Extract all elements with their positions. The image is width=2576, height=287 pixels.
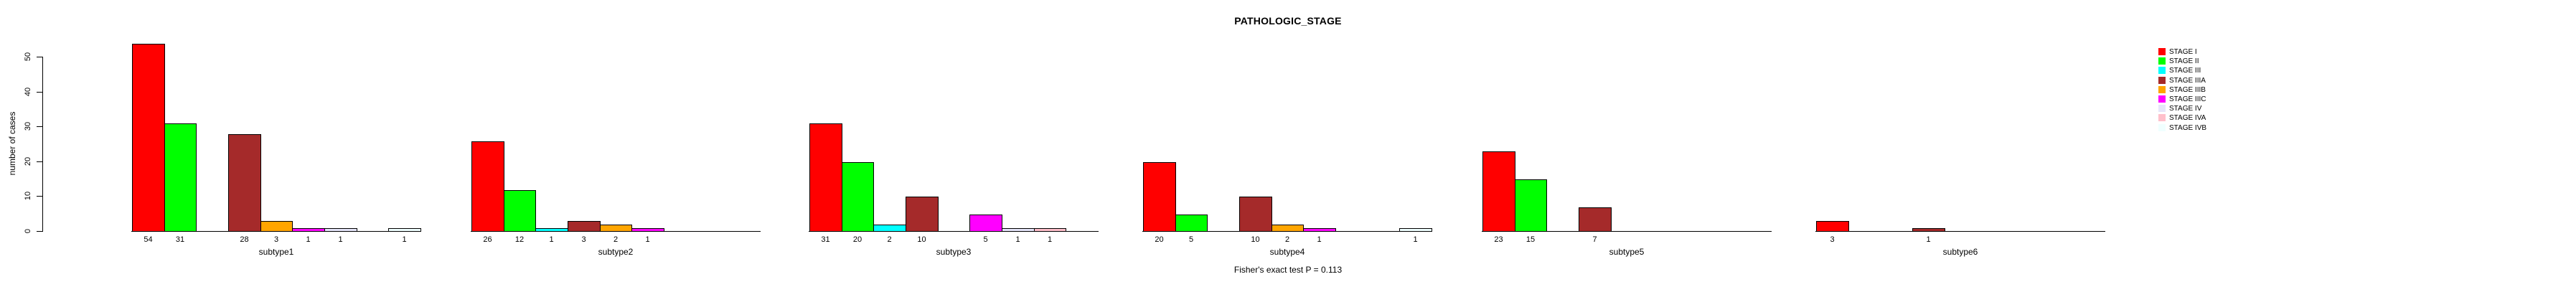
- bar-subtype5-stage-ii: [1515, 179, 1547, 232]
- bar-count-label: 1: [306, 235, 311, 244]
- stage-iva-swatch: [2158, 114, 2166, 121]
- group-label-subtype1: subtype1: [258, 247, 294, 257]
- legend-label: STAGE IIIA: [2169, 77, 2206, 85]
- bar-count-label: 1: [1317, 235, 1322, 244]
- bar-subtype1-stage-iv: [324, 228, 357, 232]
- legend-label: STAGE IVB: [2169, 124, 2207, 132]
- y-axis-line: [42, 57, 43, 232]
- bar-count-label: 1: [1047, 235, 1053, 244]
- legend-label: STAGE II: [2169, 57, 2199, 65]
- bar-subtype5-stage-iiia: [1579, 207, 1612, 232]
- group-label-subtype2: subtype2: [598, 247, 634, 257]
- bar-count-label: 20: [852, 235, 862, 244]
- legend-label: STAGE I: [2169, 48, 2197, 56]
- x-axis-line-subtype3: [809, 231, 1099, 232]
- bar-count-label: 3: [1830, 235, 1835, 244]
- stage-i-swatch: [2158, 48, 2166, 55]
- bar-subtype1-stage-ii: [164, 123, 197, 232]
- bar-count-label: 2: [1284, 235, 1290, 244]
- x-axis-line-subtype5: [1482, 231, 1772, 232]
- bar-count-label: 5: [983, 235, 988, 244]
- bar-subtype3-stage-iva: [1034, 228, 1066, 232]
- stage-ii-swatch: [2158, 57, 2166, 65]
- legend-label: STAGE IVA: [2169, 114, 2206, 122]
- stage-iv-swatch: [2158, 105, 2166, 112]
- group-label-subtype4: subtype4: [1269, 247, 1305, 257]
- stage-iiic-swatch: [2158, 95, 2166, 103]
- y-axis-tick: [37, 161, 42, 162]
- bar-count-label: 10: [917, 235, 926, 244]
- legend-label: STAGE IV: [2169, 105, 2202, 113]
- y-axis-tick: [37, 231, 42, 232]
- bar-subtype4-stage-ivb: [1399, 228, 1432, 232]
- fisher-test-annotation: Fisher's exact test P = 0.113: [1233, 265, 1343, 275]
- bar-count-label: 26: [483, 235, 492, 244]
- bar-subtype6-stage-i: [1816, 221, 1849, 232]
- bar-subtype3-stage-ii: [842, 162, 874, 232]
- legend-label: STAGE III: [2169, 67, 2201, 75]
- bar-count-label: 54: [144, 235, 153, 244]
- bar-subtype4-stage-iiia: [1239, 197, 1272, 232]
- stage-iiib-swatch: [2158, 86, 2166, 93]
- bar-subtype1-stage-i: [132, 44, 165, 232]
- bar-subtype1-stage-iiia: [228, 134, 261, 232]
- chart-title: PATHOLOGIC_STAGE: [1234, 15, 1342, 27]
- bar-count-label: 10: [1251, 235, 1260, 244]
- stage-iii-swatch: [2158, 67, 2166, 74]
- bar-subtype6-stage-iiia: [1912, 228, 1945, 232]
- bar-subtype4-stage-ii: [1175, 215, 1208, 232]
- x-axis-line-subtype6: [1815, 231, 2105, 232]
- y-axis-tick: [37, 126, 42, 127]
- bar-count-label: 1: [402, 235, 407, 244]
- bar-count-label: 1: [338, 235, 343, 244]
- bar-count-label: 20: [1155, 235, 1164, 244]
- group-label-subtype6: subtype6: [1942, 247, 1978, 257]
- legend-label: STAGE IIIB: [2169, 86, 2206, 94]
- bar-count-label: 15: [1526, 235, 1536, 244]
- bar-count-label: 31: [175, 235, 185, 244]
- stage-ivb-swatch: [2158, 124, 2166, 131]
- bar-subtype5-stage-i: [1482, 151, 1515, 232]
- bar-count-label: 1: [645, 235, 650, 244]
- bar-subtype3-stage-iiia: [906, 197, 939, 232]
- stage-iiia-swatch: [2158, 77, 2166, 84]
- bar-subtype1-stage-iiib: [260, 221, 293, 232]
- y-axis-tick: [37, 196, 42, 197]
- bar-count-label: 5: [1188, 235, 1194, 244]
- group-label-subtype5: subtype5: [1609, 247, 1645, 257]
- bar-subtype4-stage-i: [1143, 162, 1176, 232]
- bar-count-label: 1: [549, 235, 554, 244]
- bar-count-label: 1: [1413, 235, 1418, 244]
- bar-count-label: 23: [1494, 235, 1503, 244]
- bar-subtype2-stage-iiic: [631, 228, 664, 232]
- legend-label: STAGE IIIC: [2169, 95, 2206, 103]
- bar-count-label: 3: [273, 235, 279, 244]
- bar-subtype3-stage-iiic: [969, 215, 1002, 232]
- bar-count-label: 31: [821, 235, 830, 244]
- bar-count-label: 28: [240, 235, 249, 244]
- bar-count-label: 2: [887, 235, 892, 244]
- bar-count-label: 12: [514, 235, 525, 244]
- bar-count-label: 1: [1015, 235, 1020, 244]
- bar-subtype1-stage-ivb: [388, 228, 421, 232]
- bar-subtype2-stage-i: [471, 141, 504, 232]
- bar-subtype4-stage-iiic: [1303, 228, 1336, 232]
- bar-count-label: 7: [1592, 235, 1597, 244]
- bar-count-label: 1: [1926, 235, 1931, 244]
- group-label-subtype3: subtype3: [936, 247, 972, 257]
- bar-subtype3-stage-i: [809, 123, 842, 232]
- bar-subtype2-stage-ii: [504, 190, 536, 232]
- bar-count-label: 3: [581, 235, 586, 244]
- y-axis-tick: [37, 92, 42, 93]
- bar-count-label: 2: [613, 235, 619, 244]
